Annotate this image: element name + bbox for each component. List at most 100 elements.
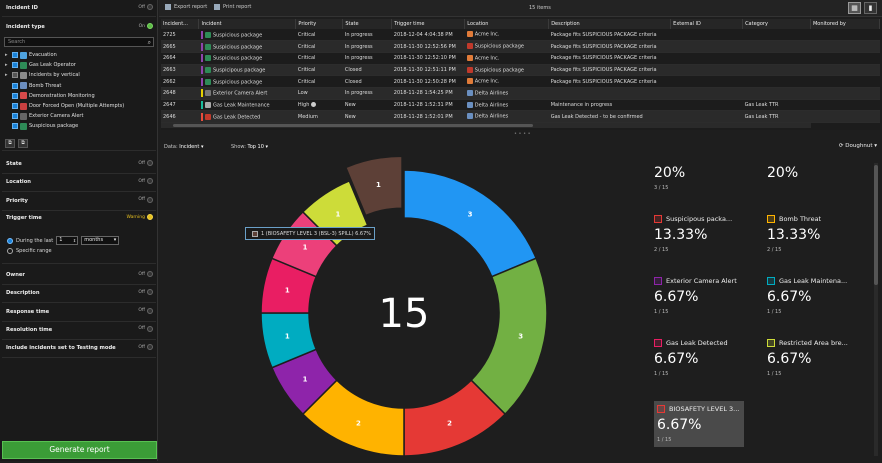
- chart-type-selector[interactable]: ⟳ Doughnut ▾: [839, 143, 877, 149]
- filter-incident-id[interactable]: Incident ID Off: [2, 2, 156, 17]
- filter-toggle[interactable]: Off: [138, 289, 153, 296]
- generate-report-button[interactable]: Generate report: [2, 441, 157, 459]
- tree-item[interactable]: Door Forced Open (Multiple Attempts): [5, 101, 124, 111]
- scroll-thumb[interactable]: [874, 165, 878, 285]
- checkbox[interactable]: [12, 92, 18, 99]
- legend-label: Exterior Camera Alert: [666, 277, 737, 285]
- checkbox[interactable]: [12, 113, 18, 120]
- duration-stepper[interactable]: 1 ⇕: [56, 236, 79, 245]
- column-header[interactable]: Priority: [295, 19, 344, 29]
- export-report-button[interactable]: Export report: [165, 4, 207, 10]
- checkbox[interactable]: [12, 62, 18, 69]
- filter-toggle[interactable]: Off: [138, 4, 153, 10]
- checkbox[interactable]: [12, 82, 18, 89]
- scroll-thumb[interactable]: [173, 124, 533, 127]
- filter-toggle[interactable]: Off: [138, 307, 153, 314]
- legend-scrollbar[interactable]: [874, 163, 878, 456]
- cell-description: Package fits SUSPICIOUS PACKAGE criteria: [548, 40, 671, 53]
- filter-toggle[interactable]: Off: [138, 271, 153, 277]
- column-header[interactable]: External ID: [670, 19, 744, 29]
- column-header[interactable]: State: [342, 19, 393, 29]
- column-header[interactable]: Description: [548, 19, 672, 29]
- data-selector[interactable]: Data: Incident ▾: [164, 144, 204, 150]
- expand-icon[interactable]: ▸: [5, 72, 8, 79]
- table-row[interactable]: 2662 Suspicious package Critical Closed …: [161, 75, 880, 88]
- table-row[interactable]: 2648 Exterior Camera Alert Low In progre…: [161, 87, 880, 100]
- horizontal-scrollbar[interactable]: [161, 123, 811, 128]
- tree-item[interactable]: Exterior Camera Alert: [5, 111, 83, 121]
- filter-toggle[interactable]: Off: [138, 344, 153, 351]
- tree-item[interactable]: Bomb Threat: [5, 81, 61, 91]
- filter-toggle[interactable]: Warning: [126, 214, 153, 220]
- legend-name: Gas Leak Maintena...: [767, 277, 847, 285]
- expand-icon[interactable]: ▸: [5, 52, 8, 58]
- filter-title: Incident ID: [6, 5, 38, 11]
- filter-section[interactable]: Owner Off: [2, 269, 156, 285]
- donut-slice[interactable]: [403, 169, 538, 278]
- select-all-button[interactable]: ⧉: [5, 139, 15, 148]
- filter-section[interactable]: Description Off: [2, 287, 156, 304]
- tree-item[interactable]: Demonstration Monitoring: [5, 91, 95, 101]
- search-icon[interactable]: ⌕: [147, 39, 151, 46]
- table-row[interactable]: 2664 Suspicious package Critical In prog…: [161, 52, 880, 65]
- checkbox[interactable]: [12, 52, 18, 58]
- table-row[interactable]: 2725 Suspicious package Critical In prog…: [161, 29, 880, 42]
- tree-item[interactable]: ▸ Gas Leak Operator: [5, 60, 76, 70]
- column-header[interactable]: Category: [742, 19, 811, 29]
- table-row[interactable]: 2665 Suspicious package Critical In prog…: [161, 40, 880, 53]
- legend-item[interactable]: Suspicipous packa... 13.33% 2 / 15: [654, 215, 744, 263]
- expand-icon[interactable]: ▸: [5, 62, 8, 69]
- chart-view-icon[interactable]: ▮: [864, 2, 877, 14]
- cell-priority: Medium: [295, 110, 343, 123]
- legend-item[interactable]: Bomb Threat 13.33% 2 / 15: [767, 215, 857, 263]
- specific-range-radio[interactable]: [7, 248, 13, 254]
- tree-item[interactable]: ▸ Evacuation: [5, 50, 57, 60]
- filter-toggle[interactable]: Off: [138, 160, 153, 166]
- grid-view-icon[interactable]: ▦: [848, 2, 861, 14]
- donut-slice[interactable]: [344, 155, 403, 217]
- legend-item[interactable]: Gas Leak Detected 6.67% 1 / 15: [654, 339, 744, 387]
- slice-label: 3: [518, 333, 523, 341]
- column-header[interactable]: Trigger time: [391, 19, 466, 29]
- checkbox[interactable]: [12, 123, 18, 130]
- column-header[interactable]: Incident...: [161, 19, 200, 29]
- deselect-all-button[interactable]: ⧉: [18, 139, 28, 148]
- filter-section[interactable]: Response time Off: [2, 306, 156, 322]
- filter-section[interactable]: Priority Off: [2, 195, 156, 211]
- filter-toggle[interactable]: Off: [138, 196, 153, 203]
- escalate-icon: [311, 101, 316, 107]
- unit-select[interactable]: months ▾: [81, 236, 120, 245]
- legend-item[interactable]: Restricted Area bre... 6.67% 1 / 15: [767, 339, 857, 387]
- tree-item[interactable]: ▸ Incidents by vertical: [5, 70, 80, 80]
- table-row[interactable]: 2646 Gas Leak Detected Medium New 2018-1…: [161, 110, 880, 123]
- show-selector[interactable]: Show: Top 10 ▾: [231, 144, 268, 150]
- filter-section[interactable]: State Off: [2, 158, 156, 174]
- table-row[interactable]: 2647 Gas Leak Maintenance High New 2018-…: [161, 99, 880, 112]
- tree-item[interactable]: Suspicious package: [5, 121, 78, 131]
- cell-trigger-time: 2018-11-28 1:54:25 PM: [391, 87, 465, 100]
- filter-section[interactable]: Include incidents set to Testing mode Off: [2, 342, 156, 359]
- filter-toggle[interactable]: Off: [138, 178, 153, 185]
- column-header[interactable]: Location: [464, 19, 550, 29]
- during-last-radio[interactable]: [7, 237, 13, 244]
- print-report-button[interactable]: Print report: [214, 4, 251, 10]
- legend-item[interactable]: BIOSAFETY LEVEL 3... 6.67% 1 / 15: [654, 401, 744, 447]
- filter-toggle[interactable]: Off: [138, 325, 153, 332]
- legend-item[interactable]: Exterior Camera Alert 6.67% 1 / 15: [654, 277, 744, 325]
- legend-item[interactable]: 20% 3 / 15: [654, 163, 744, 201]
- search-input[interactable]: Search ⌕: [4, 37, 154, 47]
- checkbox[interactable]: [12, 103, 18, 109]
- toggle-off-icon: [147, 160, 153, 166]
- table-row[interactable]: 2663 Suspicipous package Critical Closed…: [161, 64, 880, 77]
- checkbox[interactable]: [12, 72, 18, 79]
- splitter-handle[interactable]: • • • •: [514, 131, 531, 137]
- filter-section[interactable]: Location Off: [2, 176, 156, 193]
- stepper-arrows-icon[interactable]: ⇕: [72, 238, 77, 243]
- legend-item[interactable]: Gas Leak Maintena... 6.67% 1 / 15: [767, 277, 857, 325]
- tree-item-label: Exterior Camera Alert: [29, 113, 84, 120]
- legend-item[interactable]: 20%: [767, 163, 857, 201]
- filter-toggle[interactable]: On: [139, 23, 153, 29]
- filter-section[interactable]: Resolution time Off: [2, 324, 156, 340]
- column-header[interactable]: Incident: [198, 19, 297, 29]
- column-header[interactable]: Monitored by: [810, 19, 880, 29]
